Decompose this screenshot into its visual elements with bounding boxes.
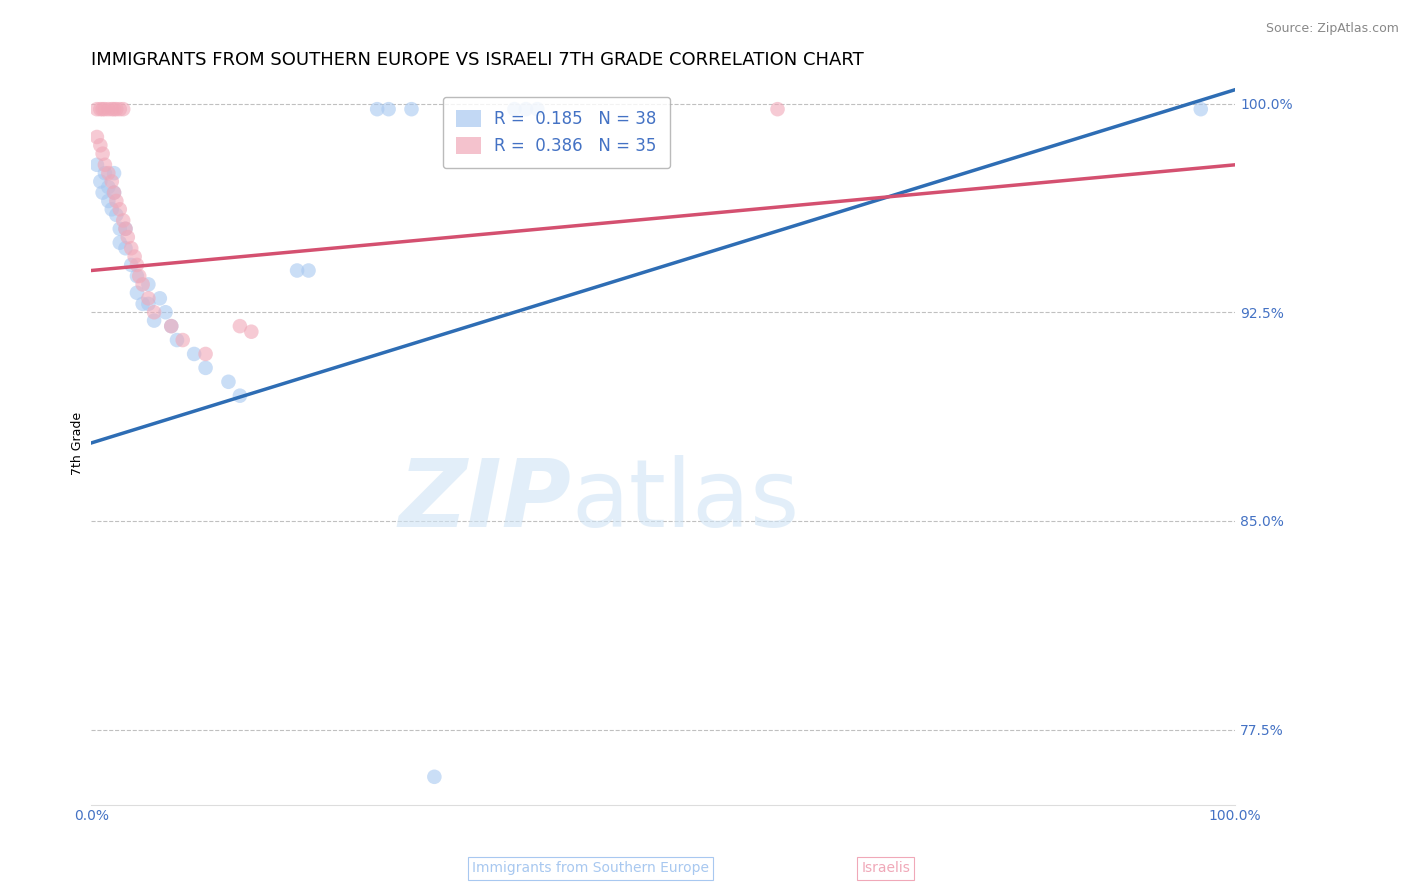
- Point: [114, 221, 136, 235]
- Point: [401, 102, 423, 116]
- Point: [114, 241, 136, 255]
- Point: [1189, 102, 1212, 116]
- Point: [103, 166, 125, 180]
- Point: [89, 138, 111, 153]
- Point: [86, 130, 108, 145]
- Point: [114, 221, 136, 235]
- Point: [515, 102, 537, 116]
- Point: [125, 268, 148, 283]
- Point: [108, 221, 131, 235]
- Point: [217, 375, 239, 389]
- Point: [183, 347, 205, 361]
- Point: [117, 230, 139, 244]
- Point: [125, 258, 148, 272]
- Point: [138, 291, 160, 305]
- Text: IMMIGRANTS FROM SOUTHERN EUROPE VS ISRAELI 7TH GRADE CORRELATION CHART: IMMIGRANTS FROM SOUTHERN EUROPE VS ISRAE…: [91, 51, 863, 69]
- Point: [366, 102, 388, 116]
- Point: [229, 319, 252, 334]
- Point: [86, 102, 108, 116]
- Point: [125, 285, 148, 300]
- Point: [112, 213, 135, 227]
- Point: [194, 347, 217, 361]
- Point: [105, 208, 128, 222]
- Y-axis label: 7th Grade: 7th Grade: [72, 411, 84, 475]
- Point: [103, 186, 125, 200]
- Point: [503, 102, 526, 116]
- Point: [297, 263, 319, 277]
- Point: [89, 174, 111, 188]
- Point: [97, 180, 120, 194]
- Point: [100, 102, 122, 116]
- Point: [94, 102, 117, 116]
- Legend: R =  0.185   N = 38, R =  0.386   N = 35: R = 0.185 N = 38, R = 0.386 N = 35: [443, 97, 671, 169]
- Point: [103, 186, 125, 200]
- Point: [105, 194, 128, 208]
- Point: [100, 202, 122, 217]
- Point: [108, 202, 131, 217]
- Point: [285, 263, 308, 277]
- Point: [128, 268, 150, 283]
- Point: [103, 102, 125, 116]
- Text: ZIP: ZIP: [399, 455, 572, 547]
- Point: [423, 770, 446, 784]
- Point: [91, 186, 114, 200]
- Point: [97, 194, 120, 208]
- Point: [526, 102, 548, 116]
- Point: [108, 102, 131, 116]
- Point: [108, 235, 131, 250]
- Text: atlas: atlas: [572, 455, 800, 547]
- Point: [149, 291, 172, 305]
- Point: [105, 102, 128, 116]
- Point: [160, 319, 183, 334]
- Point: [89, 102, 111, 116]
- Point: [155, 305, 177, 319]
- Point: [766, 102, 789, 116]
- Point: [112, 102, 135, 116]
- Point: [124, 250, 146, 264]
- Point: [91, 102, 114, 116]
- Point: [377, 102, 399, 116]
- Point: [160, 319, 183, 334]
- Point: [97, 102, 120, 116]
- Point: [97, 166, 120, 180]
- Point: [138, 297, 160, 311]
- Point: [120, 258, 142, 272]
- Point: [100, 174, 122, 188]
- Text: Source: ZipAtlas.com: Source: ZipAtlas.com: [1265, 22, 1399, 36]
- Point: [120, 241, 142, 255]
- Point: [94, 166, 117, 180]
- Point: [166, 333, 188, 347]
- Point: [138, 277, 160, 292]
- Point: [143, 305, 166, 319]
- Point: [143, 313, 166, 327]
- Text: Israelis: Israelis: [862, 862, 910, 875]
- Point: [240, 325, 263, 339]
- Text: Immigrants from Southern Europe: Immigrants from Southern Europe: [472, 862, 709, 875]
- Point: [172, 333, 194, 347]
- Point: [131, 277, 153, 292]
- Point: [194, 360, 217, 375]
- Point: [91, 146, 114, 161]
- Point: [229, 389, 252, 403]
- Point: [94, 158, 117, 172]
- Point: [131, 297, 153, 311]
- Point: [86, 158, 108, 172]
